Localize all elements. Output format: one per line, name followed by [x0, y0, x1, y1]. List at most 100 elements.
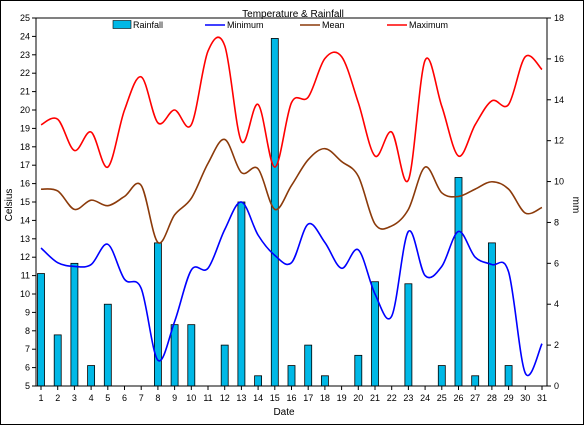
left-tick-label: 7 [25, 344, 30, 354]
rainfall-bar [270, 38, 279, 387]
x-tick-label: 28 [487, 393, 497, 403]
legend-swatch-rainfall [112, 20, 132, 29]
right-axis-ticks: 0 2 4 6 8 10 12 14 16 18 [547, 13, 564, 391]
rainfall-bar [220, 344, 229, 387]
legend-label-minimum: Minimum [227, 20, 264, 30]
left-tick-label: 25 [20, 13, 30, 23]
left-tick-label: 10 [20, 289, 30, 299]
x-tick-label: 27 [470, 393, 480, 403]
left-tick-label: 13 [20, 234, 30, 244]
right-tick-label: 14 [554, 95, 564, 105]
rainfall-bars [37, 38, 513, 387]
x-axis-title: Date [273, 407, 295, 418]
x-tick-label: 18 [320, 393, 330, 403]
x-tick-label: 5 [105, 393, 110, 403]
legend-label-mean: Mean [322, 20, 345, 30]
rainfall-bar [287, 365, 296, 387]
x-tick-label: 10 [186, 393, 196, 403]
rainfall-bar [371, 281, 379, 387]
left-tick-label: 20 [20, 105, 30, 115]
series-line-minimum [40, 201, 543, 377]
rainfall-bar [471, 375, 480, 387]
x-tick-label: 22 [387, 393, 397, 403]
rainfall-bar [237, 201, 246, 387]
right-tick-label: 10 [554, 177, 564, 187]
x-tick-label: 4 [89, 393, 94, 403]
rainfall-bar [70, 262, 79, 387]
right-tick-label: 12 [554, 136, 564, 146]
rainfall-bar [187, 324, 196, 387]
right-tick-label: 2 [554, 340, 559, 350]
x-tick-label: 1 [39, 393, 44, 403]
rainfall-bar [404, 283, 413, 387]
legend: Rainfall Minimum Mean Maximum [112, 20, 448, 30]
rainfall-bar [454, 177, 463, 387]
x-tick-label: 9 [172, 393, 177, 403]
y-axis-left-title: Celsius [4, 189, 15, 222]
x-tick-label: 3 [72, 393, 77, 403]
x-axis-ticks: 1 2 3 4 5 6 7 8 9 10 11 12 13 14 15 16 17 18 19 20 21 22 23 24 2… [39, 386, 547, 403]
right-tick-label: 8 [554, 217, 559, 227]
left-tick-label: 8 [25, 326, 30, 336]
x-tick-label: 31 [537, 393, 547, 403]
left-axis-ticks: 5 6 7 8 9 10 11 12 13 14 15 16 17 18 19 20 21 22 23 24 25 [20, 13, 36, 391]
left-tick-label: 18 [20, 142, 30, 152]
x-tick-label: 25 [437, 393, 447, 403]
rainfall-bar [254, 375, 263, 387]
left-tick-label: 16 [20, 179, 30, 189]
x-tick-label: 19 [337, 393, 347, 403]
rainfall-bar [153, 242, 162, 387]
x-tick-label: 11 [203, 393, 212, 403]
x-tick-label: 23 [403, 393, 413, 403]
x-tick-label: 2 [55, 393, 60, 403]
rainfall-bar [170, 324, 179, 387]
right-tick-label: 0 [554, 381, 559, 391]
legend-label-maximum: Maximum [409, 20, 448, 30]
left-tick-label: 17 [20, 160, 30, 170]
rainfall-bar [304, 344, 313, 387]
rainfall-bar [354, 354, 363, 387]
x-tick-label: 29 [504, 393, 514, 403]
rainfall-bar [37, 273, 45, 387]
left-tick-label: 24 [20, 31, 30, 41]
plot-area-border [35, 17, 548, 387]
x-tick-label: 14 [253, 393, 263, 403]
right-tick-label: 4 [554, 299, 559, 309]
rainfall-bar [437, 365, 446, 387]
series-line-mean [40, 138, 543, 244]
x-tick-label: 17 [303, 393, 313, 403]
series-line-maximum [40, 36, 543, 183]
x-tick-label: 7 [139, 393, 144, 403]
x-tick-label: 30 [520, 393, 530, 403]
right-tick-label: 18 [554, 13, 564, 23]
y-axis-right-title: mm [570, 197, 581, 214]
legend-label-rainfall: Rainfall [133, 20, 163, 30]
left-tick-label: 22 [20, 68, 30, 78]
x-tick-label: 13 [236, 393, 246, 403]
chart-title: Temperature & Rainfall [242, 9, 344, 20]
x-tick-label: 21 [370, 393, 380, 403]
temperature-lines [40, 36, 543, 377]
x-tick-label: 20 [353, 393, 363, 403]
rainfall-bar [87, 365, 96, 387]
rainfall-bar [103, 303, 112, 387]
x-tick-label: 15 [270, 393, 280, 403]
right-tick-label: 16 [554, 54, 564, 64]
left-tick-label: 11 [21, 271, 30, 281]
rainfall-bar [504, 365, 513, 387]
left-tick-label: 6 [25, 363, 30, 373]
left-tick-label: 15 [20, 197, 30, 207]
rainfall-bar [320, 375, 329, 387]
x-tick-label: 12 [220, 393, 230, 403]
left-tick-label: 19 [20, 123, 30, 133]
right-tick-label: 6 [554, 258, 559, 268]
left-tick-label: 23 [20, 50, 30, 60]
rainfall-bar [53, 334, 62, 387]
left-tick-label: 5 [25, 381, 30, 391]
left-tick-label: 9 [25, 307, 30, 317]
x-tick-label: 24 [420, 393, 430, 403]
left-tick-label: 12 [20, 252, 30, 262]
